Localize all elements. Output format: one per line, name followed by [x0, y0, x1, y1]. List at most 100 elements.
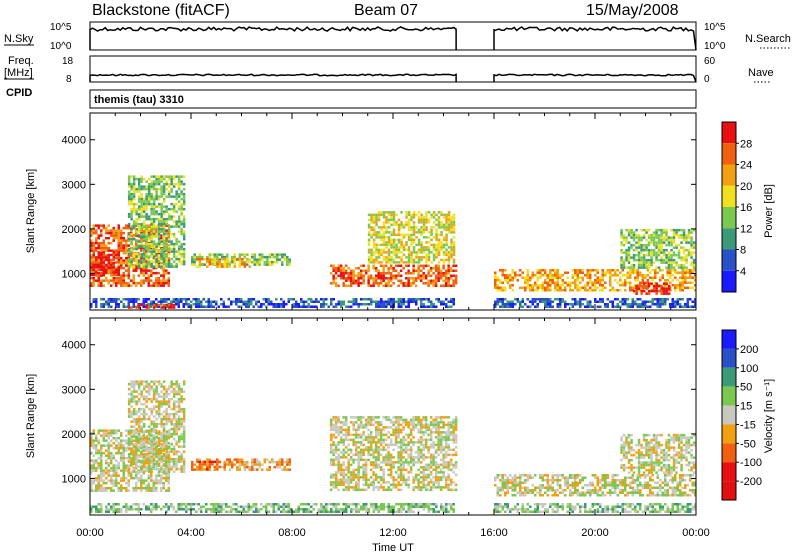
heatmap-cell — [672, 251, 676, 254]
heatmap-cell — [248, 468, 251, 471]
heatmap-cell — [397, 231, 401, 234]
heatmap-cell — [660, 258, 663, 262]
heatmap-cell — [690, 256, 693, 259]
heatmap-cell — [400, 256, 403, 259]
heatmap-cell — [283, 460, 286, 464]
heatmap-cell — [400, 238, 403, 242]
heatmap-cell — [177, 387, 181, 391]
heatmap-cell — [380, 238, 383, 242]
heatmap-cell — [117, 264, 120, 267]
heatmap-cell — [599, 284, 602, 287]
heatmap-cell — [150, 205, 153, 208]
heatmap-cell — [165, 257, 168, 261]
heatmap-cell — [392, 258, 396, 262]
heatmap-cell — [147, 455, 151, 458]
heatmap-cell — [142, 407, 146, 411]
heatmap-cell — [172, 400, 176, 403]
heatmap-cell — [586, 274, 589, 277]
heatmap-cell — [405, 248, 408, 252]
heatmap-cell — [440, 258, 443, 262]
heatmap-cell — [394, 277, 398, 280]
heatmap-cell — [92, 300, 95, 303]
heatmap-cell — [337, 443, 340, 447]
heatmap-cell — [659, 300, 662, 303]
heatmap-cell — [112, 446, 115, 450]
heatmap-cell — [412, 233, 416, 237]
heatmap-cell — [157, 444, 160, 447]
heatmap-cell — [660, 289, 663, 293]
heatmap-cell — [165, 445, 168, 448]
heatmap-cell — [392, 218, 396, 222]
heatmap-cell — [427, 282, 430, 285]
heatmap-cell — [140, 269, 143, 272]
heatmap-cell — [377, 213, 381, 217]
heatmap-cell — [415, 243, 418, 247]
heatmap-cell — [130, 257, 133, 261]
heatmap-cell — [640, 258, 643, 262]
heatmap-cell — [445, 258, 448, 262]
heatmap-cell — [130, 405, 133, 408]
heatmap-cell — [110, 258, 113, 262]
heatmap-cell — [374, 267, 378, 270]
heatmap-cell — [147, 486, 150, 490]
heatmap-cell — [182, 460, 186, 463]
heatmap-cell — [425, 298, 428, 301]
heatmap-cell — [180, 452, 183, 456]
heatmap-cell — [130, 476, 133, 480]
colorbar-segment — [722, 249, 736, 271]
heatmap-cell — [162, 222, 166, 226]
heatmap-cell — [422, 251, 426, 254]
heatmap-cell — [110, 489, 113, 492]
heatmap-cell — [374, 282, 378, 285]
heatmap-cell — [182, 250, 186, 253]
heatmap-cell — [329, 428, 333, 432]
heatmap-cell — [226, 460, 229, 464]
heatmap-cell — [429, 267, 433, 270]
heatmap-cell — [263, 260, 266, 264]
heatmap-cell — [625, 238, 628, 242]
heatmap-cell — [162, 227, 166, 231]
heatmap-cell — [155, 425, 158, 428]
heatmap-cell — [140, 407, 143, 411]
heatmap-cell — [157, 187, 161, 191]
heatmap-cell — [100, 461, 103, 465]
heatmap-cell — [152, 420, 156, 423]
heatmap-cell — [549, 269, 552, 272]
heatmap-cell — [237, 298, 240, 301]
heatmap-cell — [402, 303, 405, 306]
heatmap-cell — [556, 286, 559, 289]
heatmap-cell — [152, 447, 156, 451]
heatmap-cell — [182, 415, 186, 418]
heatmap-cell — [157, 222, 161, 226]
heatmap-cell — [679, 284, 682, 287]
heatmap-cell — [105, 229, 108, 232]
heatmap-cell — [127, 175, 131, 178]
heatmap-cell — [332, 448, 335, 452]
heatmap-cell — [132, 237, 136, 241]
heatmap-cell — [95, 489, 98, 492]
heatmap-cell — [581, 298, 584, 301]
heatmap-cell — [442, 226, 446, 229]
heatmap-cell — [130, 227, 133, 231]
heatmap-cell — [105, 256, 108, 259]
heatmap-cell — [261, 468, 264, 471]
heatmap-cell — [625, 251, 628, 254]
heatmap-cell — [145, 382, 148, 386]
heatmap-cell — [137, 207, 141, 211]
heatmap-cell — [207, 298, 210, 301]
heatmap-cell — [415, 256, 418, 259]
heatmap-cell — [576, 300, 579, 303]
heatmap-cell — [579, 300, 582, 303]
heatmap-cell — [286, 458, 289, 461]
heatmap-cell — [100, 251, 103, 255]
heatmap-cell — [609, 281, 612, 284]
heatmap-cell — [112, 253, 115, 257]
heatmap-cell — [681, 269, 684, 272]
heatmap-cell — [152, 434, 155, 437]
heatmap-cell — [147, 192, 151, 196]
heatmap-cell — [167, 281, 170, 285]
heatmap-cell — [442, 274, 445, 277]
heatmap-cell — [165, 464, 168, 467]
heatmap-cell — [635, 292, 638, 295]
heatmap-cell — [357, 305, 360, 308]
